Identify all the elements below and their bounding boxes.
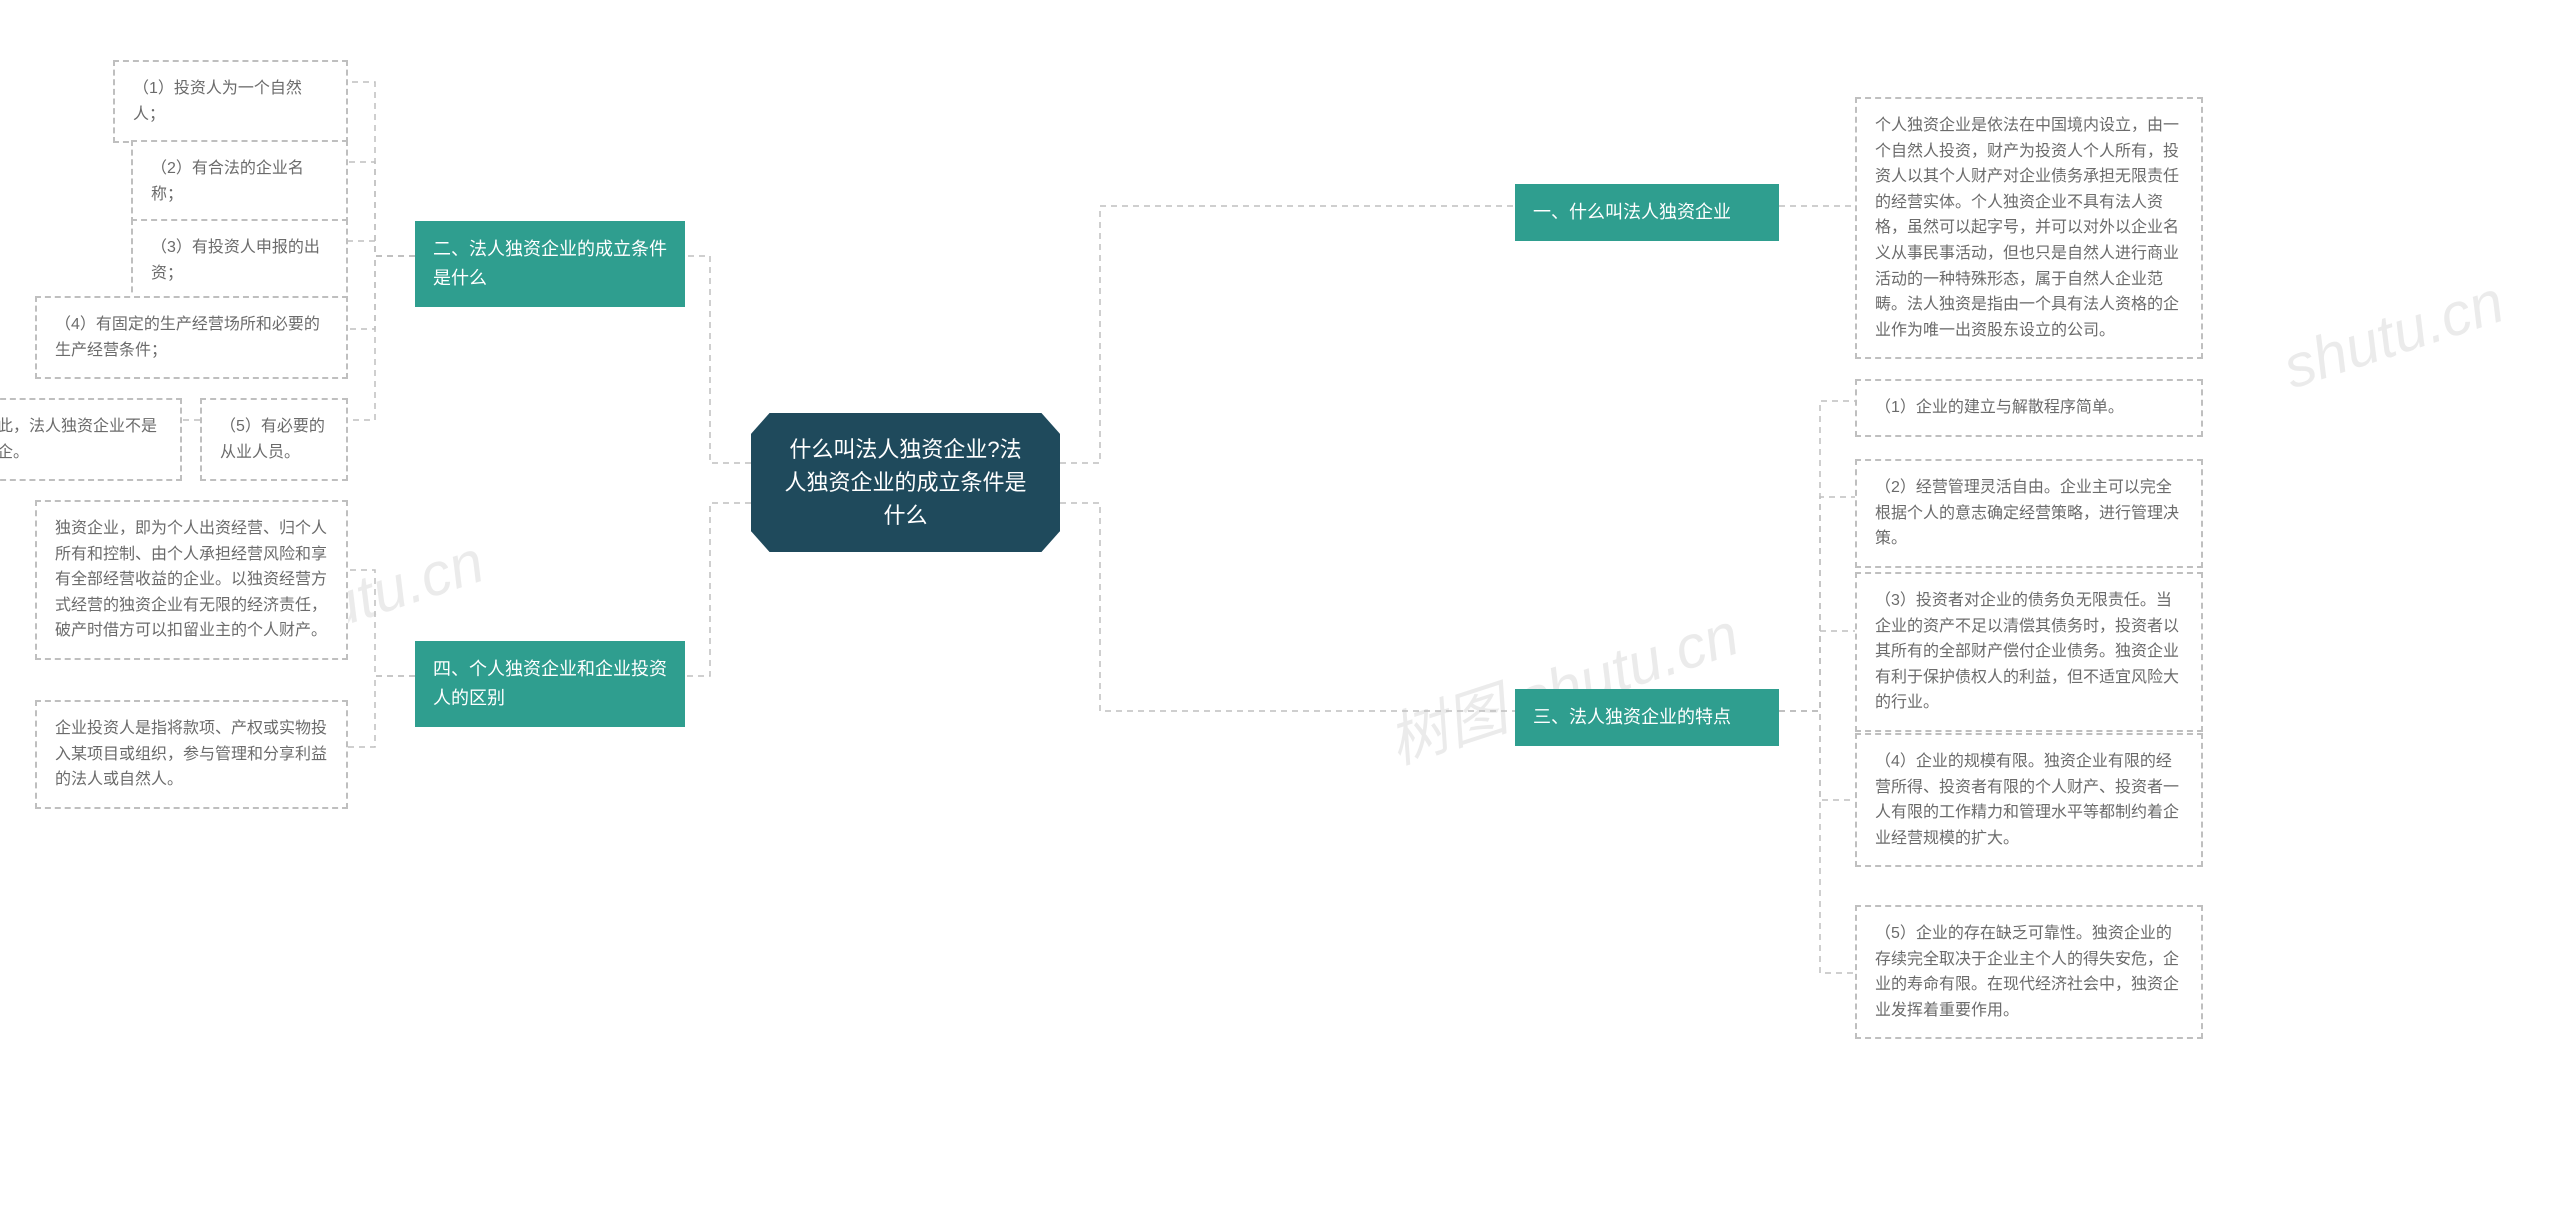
leaf-b2-3: （3）有投资人申报的出资； bbox=[131, 219, 348, 302]
leaf-b4-1: 独资企业，即为个人出资经营、归个人所有和控制、由个人承担经营风险和享有全部经营收… bbox=[35, 500, 348, 660]
watermark: 树图 shutu.cn bbox=[1375, 586, 1748, 781]
leaf-b3-5: （5）企业的存在缺乏可靠性。独资企业的存续完全取决于企业主个人的得失安危，企业的… bbox=[1855, 905, 2203, 1039]
root-node: 什么叫法人独资企业?法人独资企业的成立条件是什么 bbox=[751, 413, 1060, 552]
leaf-b2-5: （5）有必要的从业人员。 bbox=[200, 398, 348, 481]
leaf-b1-1: 个人独资企业是依法在中国境内设立，由一个自然人投资，财产为投资人个人所有，投资人… bbox=[1855, 97, 2203, 359]
leaf-b3-3: （3）投资者对企业的债务负无限责任。当企业的资产不足以清偿其债务时，投资者以其所… bbox=[1855, 572, 2203, 732]
branch-4: 四、个人独资企业和企业投资人的区别 bbox=[415, 641, 685, 727]
leaf-b2-4: （4）有固定的生产经营场所和必要的生产经营条件； bbox=[35, 296, 348, 379]
branch-3: 三、法人独资企业的特点 bbox=[1515, 689, 1779, 746]
leaf-b3-4: （4）企业的规模有限。独资企业有限的经营所得、投资者有限的个人财产、投资者一人有… bbox=[1855, 733, 2203, 867]
leaf-b2-2: （2）有合法的企业名称； bbox=[131, 140, 348, 223]
leaf-b2-1: （1）投资人为一个自然人； bbox=[113, 60, 348, 143]
leaf-b3-2: （2）经营管理灵活自由。企业主可以完全根据个人的意志确定经营策略，进行管理决策。 bbox=[1855, 459, 2203, 568]
watermark: shutu.cn bbox=[2275, 267, 2512, 403]
leaf-b2-5-1: 因此，法人独资企业不是国企。 bbox=[0, 398, 182, 481]
leaf-b4-2: 企业投资人是指将款项、产权或实物投入某项目或组织，参与管理和分享利益的法人或自然… bbox=[35, 700, 348, 809]
leaf-b3-1: （1）企业的建立与解散程序简单。 bbox=[1855, 379, 2203, 437]
branch-2: 二、法人独资企业的成立条件是什么 bbox=[415, 221, 685, 307]
branch-1: 一、什么叫法人独资企业 bbox=[1515, 184, 1779, 241]
